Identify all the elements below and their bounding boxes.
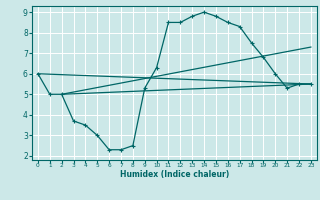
X-axis label: Humidex (Indice chaleur): Humidex (Indice chaleur) (120, 170, 229, 179)
